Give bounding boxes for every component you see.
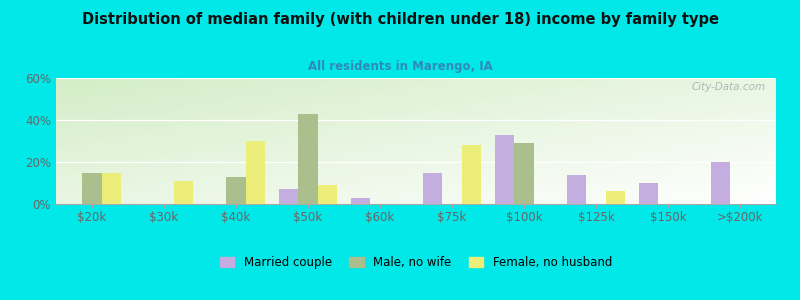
Bar [351, 198, 370, 204]
Text: All residents in Marengo, IA: All residents in Marengo, IA [308, 60, 492, 73]
Bar [639, 183, 658, 204]
Bar [567, 175, 586, 204]
Bar [226, 177, 246, 204]
Bar [318, 185, 337, 204]
Bar [174, 181, 193, 204]
Text: Distribution of median family (with children under 18) income by family type: Distribution of median family (with chil… [82, 12, 718, 27]
Bar [462, 145, 481, 204]
Legend: Married couple, Male, no wife, Female, no husband: Married couple, Male, no wife, Female, n… [215, 251, 617, 274]
Bar [246, 141, 265, 204]
Bar [606, 191, 625, 204]
Bar [423, 172, 442, 204]
Bar [298, 114, 318, 204]
Bar [514, 143, 534, 204]
Text: City-Data.com: City-Data.com [691, 82, 766, 92]
Bar [82, 172, 102, 204]
Bar [495, 135, 514, 204]
Bar [711, 162, 730, 204]
Bar [102, 172, 121, 204]
Bar [279, 189, 298, 204]
